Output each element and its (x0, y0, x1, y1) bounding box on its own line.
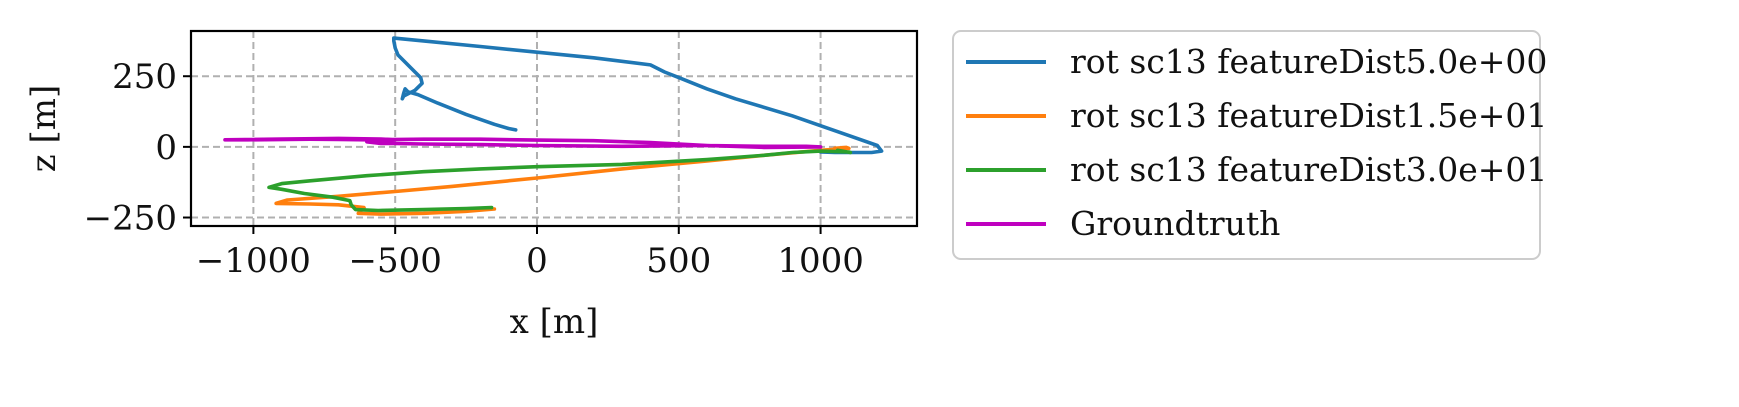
y-axis-label: z [m] (24, 85, 64, 173)
legend-box (952, 30, 1541, 260)
legend-label-1: rot sc13 featureDist5.0e+00 (1070, 42, 1547, 81)
x-tick-label: 0 (526, 241, 548, 281)
legend: rot sc13 featureDist5.0e+00 rot sc13 feat… (952, 30, 1547, 260)
x-tick-label: −1000 (196, 241, 311, 281)
series-lines (223, 36, 884, 216)
series-line-2 (274, 145, 851, 216)
plot-frame (189, 29, 919, 228)
x-tick-label: 1000 (777, 241, 864, 281)
y-tick-label: −250 (84, 199, 177, 239)
legend-label-4: Groundtruth (1070, 204, 1280, 243)
y-tick-label: 250 (112, 57, 177, 97)
y-tick-label: 0 (155, 128, 177, 168)
legend-label-2: rot sc13 featureDist1.5e+01 (1070, 96, 1547, 135)
plot-area (223, 36, 884, 216)
series-line-3 (267, 148, 853, 213)
legend-label-3: rot sc13 featureDist3.0e+01 (1070, 150, 1547, 189)
x-axis-label: x [m] (510, 302, 599, 342)
series-line-1 (391, 36, 884, 155)
grid-lines (191, 31, 917, 226)
series-line-4 (223, 136, 823, 150)
legend-items: rot sc13 featureDist5.0e+00 rot sc13 feat… (966, 42, 1547, 243)
x-tick-label: −500 (348, 241, 441, 281)
x-tick-label: 500 (646, 241, 711, 281)
axis-ticks: −1000 −500 0 500 1000 −250 0 250 (84, 57, 864, 281)
